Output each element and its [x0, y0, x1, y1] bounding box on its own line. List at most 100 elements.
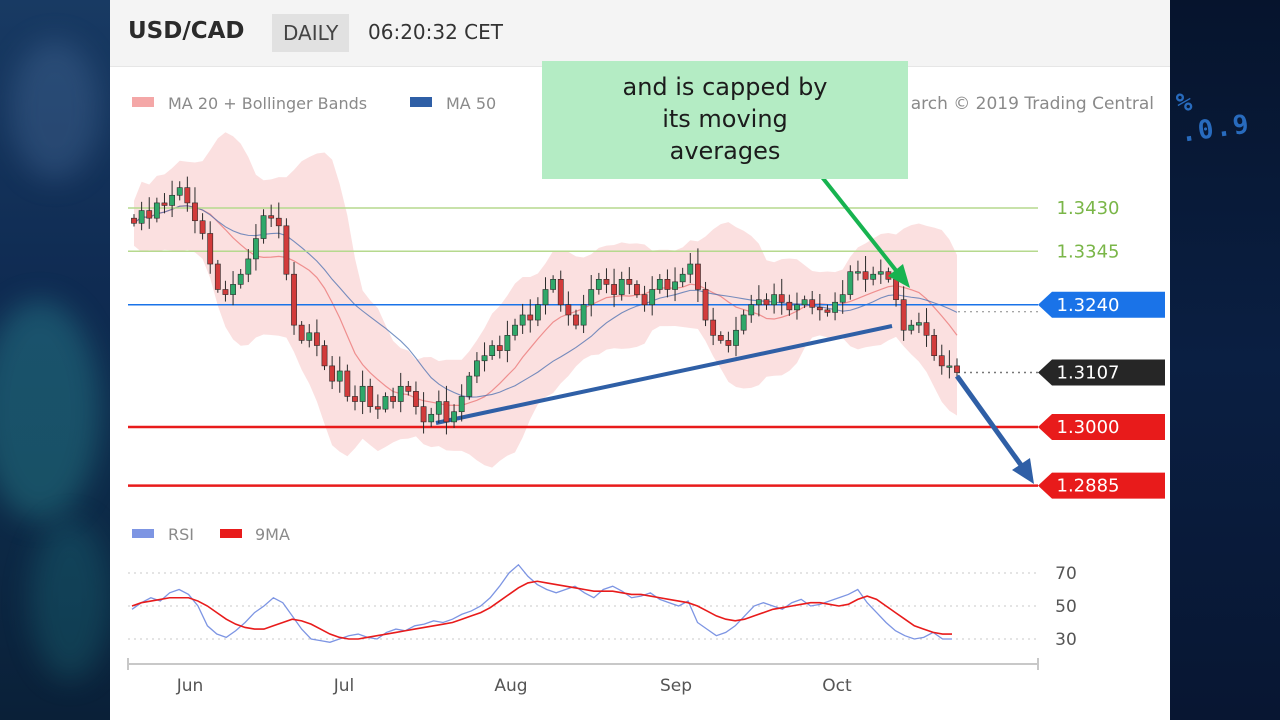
x-tick-oct: Oct [822, 676, 852, 696]
legend-label-9ma: 9MA [255, 525, 290, 544]
level-label-1.3430: 1.3430 [1057, 198, 1120, 219]
legend-label-rsi: RSI [168, 525, 194, 544]
candle [938, 344, 945, 375]
rsi-tick-70: 70 [1055, 564, 1077, 584]
candle [146, 197, 153, 229]
level-badge-text: 1.3000 [1057, 417, 1120, 438]
symbol-label: USD/CAD [128, 18, 245, 44]
candle [428, 407, 435, 428]
candle-body [336, 370, 343, 382]
candle-body [313, 332, 320, 346]
candle-body [550, 279, 557, 290]
candle-body [855, 271, 861, 274]
candle-body [420, 406, 427, 423]
candle-body [702, 289, 709, 321]
candle [275, 202, 282, 239]
candle-body [634, 284, 640, 295]
candle [138, 201, 145, 231]
candle [367, 378, 374, 413]
candle-body [824, 309, 831, 313]
rsi-tick-50: 50 [1055, 597, 1077, 617]
candle-body [374, 406, 381, 410]
candle [816, 293, 823, 321]
annotation-callout: and is capped by its moving averages [542, 61, 908, 179]
candle [870, 266, 877, 286]
candle-body [931, 335, 938, 356]
candle [954, 358, 960, 379]
candle [664, 269, 671, 298]
candle [931, 328, 938, 361]
candle [329, 356, 336, 390]
candle-body [908, 324, 915, 331]
candle-body [489, 345, 496, 356]
background-ticker-text: % .0.9 [1174, 86, 1253, 149]
candle [435, 390, 442, 424]
candle-body [656, 279, 663, 290]
candle [222, 280, 229, 302]
candle [862, 256, 869, 292]
candle-body [466, 375, 473, 397]
candle [253, 224, 259, 271]
candle [512, 318, 518, 341]
period-badge[interactable]: DAILY [272, 14, 350, 52]
candle-body [527, 314, 534, 321]
candle [832, 292, 838, 321]
candle-body [740, 314, 747, 331]
candle [352, 385, 358, 411]
candle-body [763, 299, 770, 306]
candle [740, 309, 747, 335]
candle [588, 274, 595, 317]
candle-body [496, 345, 503, 351]
candle [946, 350, 953, 379]
candle-body [268, 215, 275, 219]
callout-line-3: averages [669, 137, 781, 165]
candle-body [512, 324, 518, 336]
candle [565, 291, 572, 326]
candle [771, 283, 778, 314]
candle-body [672, 281, 678, 290]
candle-body [786, 301, 793, 311]
candle [504, 320, 511, 363]
candle [336, 356, 343, 393]
candle [710, 307, 717, 346]
candle-body [192, 202, 198, 222]
candle [405, 381, 412, 396]
candle [755, 285, 762, 317]
candle-body [809, 299, 816, 308]
candle-body [199, 220, 206, 234]
candle-body [923, 322, 930, 336]
candle [298, 321, 305, 344]
candle [359, 370, 366, 415]
candle-body [153, 202, 160, 219]
candle-body [443, 401, 450, 423]
candle-body [938, 355, 945, 367]
candle [786, 294, 793, 316]
candle [291, 262, 297, 335]
candle-body [481, 355, 488, 362]
x-tick-aug: Aug [494, 676, 527, 696]
candle-body [390, 396, 396, 402]
candle-body [733, 329, 739, 346]
copyright-watermark: arch © 2019 Trading Central [911, 94, 1154, 114]
candle [550, 275, 557, 293]
candle [451, 404, 457, 428]
candle [321, 340, 328, 371]
candle-body [954, 365, 960, 373]
candle-body [428, 413, 435, 423]
candle [382, 392, 389, 413]
candle [397, 372, 404, 413]
candle [306, 324, 313, 348]
candle [390, 387, 396, 409]
candle-body [367, 385, 374, 407]
candle [725, 331, 732, 353]
level-badge-bg [1038, 472, 1165, 499]
trendline [435, 324, 893, 425]
candle-body [245, 258, 252, 275]
candle [915, 312, 922, 334]
candle-body [611, 284, 617, 295]
candle-body [641, 294, 648, 306]
legend-swatch-ma20 [132, 97, 154, 107]
candle [908, 319, 915, 335]
candle-body [405, 385, 412, 392]
candle-body [237, 273, 244, 285]
